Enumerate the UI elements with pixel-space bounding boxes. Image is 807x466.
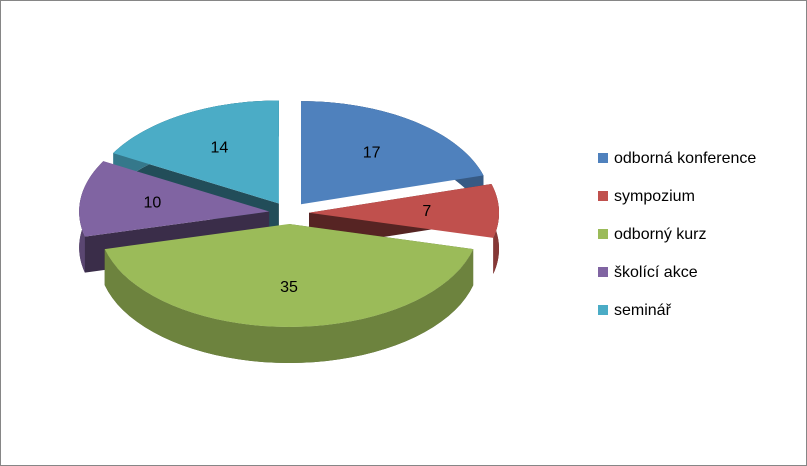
legend-swatch — [598, 153, 608, 163]
data-label: 17 — [363, 144, 381, 161]
legend-label: sympozium — [614, 188, 695, 205]
legend-label: školící akce — [614, 264, 698, 281]
data-label: 10 — [144, 194, 162, 211]
data-label: 7 — [422, 203, 431, 220]
slice — [308, 183, 499, 238]
legend-label: seminář — [614, 302, 672, 319]
data-label: 14 — [210, 140, 228, 157]
data-label: 35 — [280, 279, 298, 296]
legend-swatch — [598, 267, 608, 277]
slice — [300, 101, 484, 205]
legend-swatch — [598, 229, 608, 239]
legend-label: odborný kurz — [614, 226, 707, 243]
legend-swatch — [598, 305, 608, 315]
slice-rim — [104, 249, 474, 363]
slice — [79, 161, 270, 237]
slice — [104, 224, 474, 327]
slice — [113, 100, 279, 204]
legend-swatch — [598, 191, 608, 201]
legend-label: odborná konference — [614, 150, 756, 167]
